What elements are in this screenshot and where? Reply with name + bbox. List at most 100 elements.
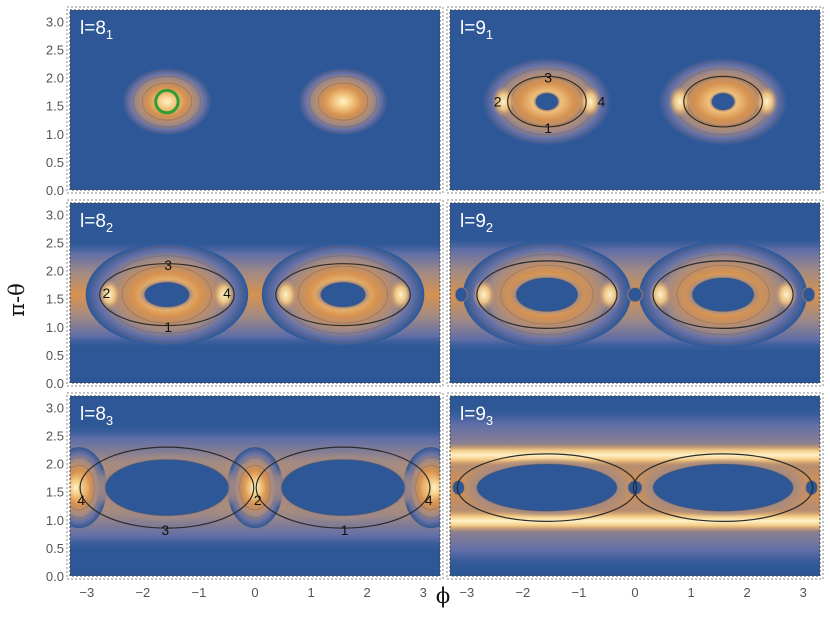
panel-frame <box>69 9 441 191</box>
level-contour <box>301 70 385 134</box>
level-contour <box>469 245 625 345</box>
panel-outer-frame <box>66 392 444 580</box>
y-tick-label: 1.5 <box>46 99 64 114</box>
point-label: 2 <box>254 492 262 508</box>
panel-label-subscript: 2 <box>106 220 113 235</box>
x-axis-label: ϕ <box>436 584 450 608</box>
panel-plot-area: 1 2 3 4 <box>70 203 440 383</box>
panel-frame <box>69 395 441 577</box>
panel-label-main: l=8 <box>80 211 106 232</box>
panel-outer-frame <box>66 6 444 194</box>
panel-label-main: l=9 <box>460 404 486 425</box>
panel-9_2: l=92 <box>446 199 824 387</box>
y-tick-label: 1.0 <box>46 320 64 335</box>
density-peak <box>775 278 798 311</box>
panel-outer-frame <box>446 392 824 580</box>
y-tick-label: 2.0 <box>46 264 64 279</box>
level-contour <box>91 246 243 343</box>
y-tick-label: 3.0 <box>46 400 64 415</box>
x-tick-label: −3 <box>79 585 94 600</box>
y-tick-label: 3.0 <box>46 14 64 29</box>
y-tick-label: 2.5 <box>46 42 64 57</box>
y-tick-label: 0.5 <box>46 348 64 363</box>
orbit-curve <box>456 453 638 522</box>
y-tick-label: 0.0 <box>46 183 64 198</box>
hole-contour <box>281 459 406 517</box>
y-tick-label: 2.5 <box>46 235 64 250</box>
y-tick-labels: 0.0 0.5 1.0 1.5 2.0 2.5 3.0 0.0 0.5 1.0 1.5 2.0 2.5 3… <box>46 14 64 584</box>
x-tick-labels: −3 −2 −1 0 1 2 3 −3 −2 −1 0 1 2 3 <box>79 585 806 600</box>
level-contour <box>500 264 594 325</box>
level-contour <box>141 82 192 121</box>
orbit-curve <box>632 453 814 522</box>
y-tick-label: 2.0 <box>46 457 64 472</box>
hole-contour <box>476 463 618 512</box>
x-tick-label: 1 <box>687 585 694 600</box>
panel-plot-area <box>450 203 820 383</box>
hole-contour <box>455 287 468 302</box>
hole-contour <box>627 480 643 495</box>
point-label: 4 <box>223 285 231 301</box>
level-contour <box>676 264 770 325</box>
y-tick-label: 2.0 <box>46 71 64 86</box>
point-label: 4 <box>597 94 605 110</box>
hole-contour <box>320 281 366 308</box>
level-contour <box>645 245 801 345</box>
hole-contour <box>104 459 229 517</box>
hole-contour <box>652 463 794 512</box>
panel-frame <box>69 202 441 384</box>
panel-plot-area <box>70 10 440 190</box>
point-label: 3 <box>544 70 552 86</box>
density-peak <box>598 278 621 311</box>
density-lobe <box>122 67 212 136</box>
x-tick-label: 0 <box>631 585 638 600</box>
point-label: 4 <box>77 492 85 508</box>
panel-label-main: l=9 <box>460 211 486 232</box>
hole-contour <box>515 277 579 312</box>
panel-label-subscript: 3 <box>106 413 113 428</box>
point-label: 3 <box>161 522 169 538</box>
orbit-curve <box>79 446 255 529</box>
panel-label-subscript: 2 <box>486 220 493 235</box>
point-label: 3 <box>164 257 172 273</box>
level-contour <box>267 246 419 343</box>
orbit-curve <box>476 260 618 329</box>
panel-8_1: l=81 <box>66 6 444 194</box>
panel-label-main: l=8 <box>80 404 106 425</box>
hole-contour <box>627 287 643 302</box>
x-tick-label: 0 <box>251 585 258 600</box>
panel-label-subscript: 3 <box>486 413 493 428</box>
orbit-curve <box>275 263 411 327</box>
y-tick-label: 0.5 <box>46 541 64 556</box>
level-contour <box>487 60 607 143</box>
y-tick-label: 2.5 <box>46 428 64 443</box>
hole-contour <box>802 287 815 302</box>
panel-plot-area <box>450 396 820 576</box>
point-label: 2 <box>494 94 502 110</box>
x-tick-label: 1 <box>307 585 314 600</box>
hole-contour <box>144 281 190 308</box>
panel-label-main: l=9 <box>460 18 486 39</box>
density-peak <box>243 471 267 504</box>
density-peak <box>472 278 495 311</box>
density-peak <box>274 278 298 311</box>
panel-outer-frame <box>446 199 824 387</box>
x-tick-label: −2 <box>135 585 150 600</box>
x-tick-label: −3 <box>459 585 474 600</box>
panel-label-main: l=8 <box>80 18 106 39</box>
x-tick-label: 3 <box>420 585 427 600</box>
y-tick-label: 1.0 <box>46 513 64 528</box>
level-contour <box>125 70 209 134</box>
point-label: 1 <box>341 522 349 538</box>
density-peak <box>389 278 412 311</box>
panel-label: l=83 <box>80 404 113 428</box>
level-contour <box>132 75 201 128</box>
panel-label: l=93 <box>460 404 493 428</box>
level-contour <box>663 60 783 143</box>
panel-frame <box>449 395 821 577</box>
panel-label-subscript: 1 <box>486 27 493 42</box>
orbit-curve <box>99 263 235 327</box>
